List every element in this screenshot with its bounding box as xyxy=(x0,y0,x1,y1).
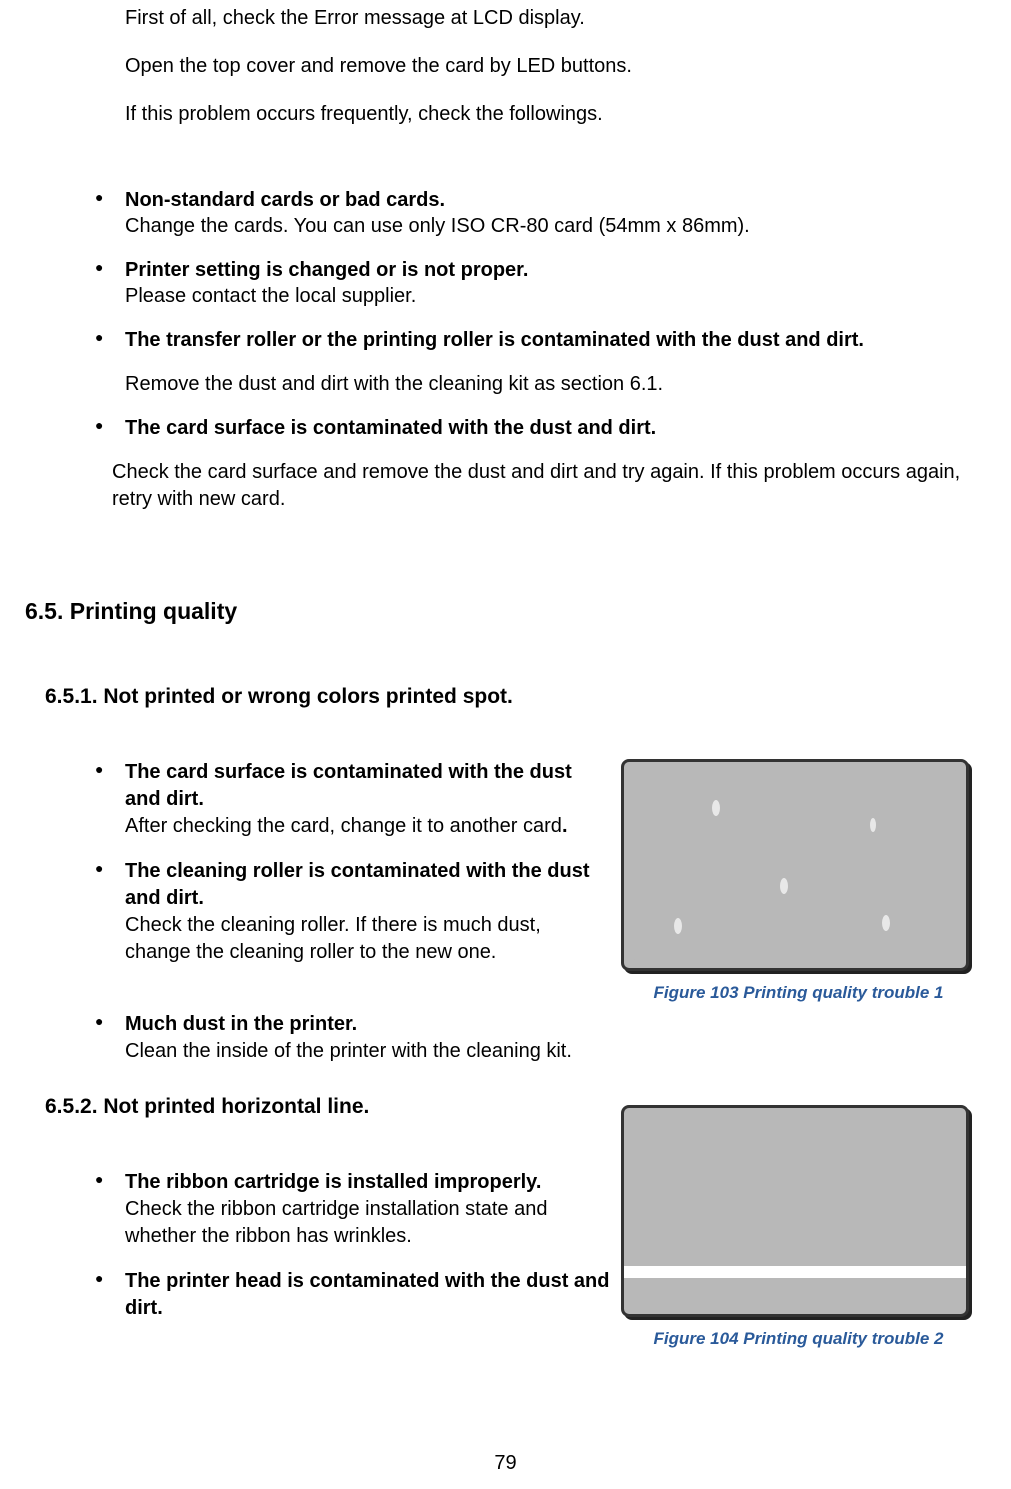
bullet-text: Change the cards. You can use only ISO C… xyxy=(125,213,991,239)
subsection-652-title: 6.5.2. Not printed horizontal line. xyxy=(45,1095,611,1119)
bullet-title: Much dust in the printer. xyxy=(125,1011,991,1038)
bullet-title: The card surface is contaminated with th… xyxy=(125,415,991,441)
bullet-sub-text: Remove the dust and dirt with the cleani… xyxy=(20,371,991,397)
bullet-652-ribbon: The ribbon cartridge is installed improp… xyxy=(95,1169,611,1250)
figure-103-caption: Figure 103 Printing quality trouble 1 xyxy=(621,983,976,1003)
subsection-651-title: 6.5.1. Not printed or wrong colors print… xyxy=(20,685,991,709)
page-number: 79 xyxy=(0,1452,1011,1475)
bullet-651-much-dust: Much dust in the printer. Clean the insi… xyxy=(95,1011,991,1065)
bullet-printer-setting: Printer setting is changed or is not pro… xyxy=(95,257,991,309)
bullet-title: The card surface is contaminated with th… xyxy=(125,759,611,813)
section-title-printing-quality: 6.5. Printing quality xyxy=(20,598,991,625)
intro-line-1: First of all, check the Error message at… xyxy=(125,5,991,31)
bullet-transfer-roller: The transfer roller or the printing roll… xyxy=(95,327,991,353)
figure-104-box xyxy=(621,1105,969,1317)
dust-spot xyxy=(870,818,876,832)
bullet-651-cleaning-roller: The cleaning roller is contaminated with… xyxy=(95,858,611,966)
bullet-652-printer-head: The printer head is contaminated with th… xyxy=(95,1268,611,1322)
bullet-nonstandard-cards: Non-standard cards or bad cards. Change … xyxy=(95,187,991,239)
bullet-title: Non-standard cards or bad cards. xyxy=(125,187,991,213)
figure-103-box xyxy=(621,759,969,971)
bullet-title: Printer setting is changed or is not pro… xyxy=(125,257,991,283)
bullet-sub-text-wide: Check the card surface and remove the du… xyxy=(20,459,991,513)
bullet-title: The transfer roller or the printing roll… xyxy=(125,327,991,353)
figure-104-caption: Figure 104 Printing quality trouble 2 xyxy=(621,1329,976,1349)
bullet-title: The printer head is contaminated with th… xyxy=(125,1268,611,1322)
bullet-text: After checking the card, change it to an… xyxy=(125,813,611,840)
bullet-title: The cleaning roller is contaminated with… xyxy=(125,858,611,912)
bullet-title: The ribbon cartridge is installed improp… xyxy=(125,1169,611,1196)
bullet-text: Check the ribbon cartridge installation … xyxy=(125,1196,611,1250)
bullet-text: Clean the inside of the printer with the… xyxy=(125,1038,991,1065)
dust-spot xyxy=(882,915,890,931)
dust-spot xyxy=(780,878,788,894)
figure-104-line xyxy=(624,1266,966,1278)
intro-line-3: If this problem occurs frequently, check… xyxy=(125,101,991,127)
dust-spot xyxy=(712,800,720,816)
intro-line-2: Open the top cover and remove the card b… xyxy=(125,53,991,79)
bullet-card-surface: The card surface is contaminated with th… xyxy=(95,415,991,441)
bullet-text: Check the cleaning roller. If there is m… xyxy=(125,912,611,966)
bullet-651-card-surface: The card surface is contaminated with th… xyxy=(95,759,611,840)
bullet-text: Please contact the local supplier. xyxy=(125,283,991,309)
dust-spot xyxy=(674,918,682,934)
